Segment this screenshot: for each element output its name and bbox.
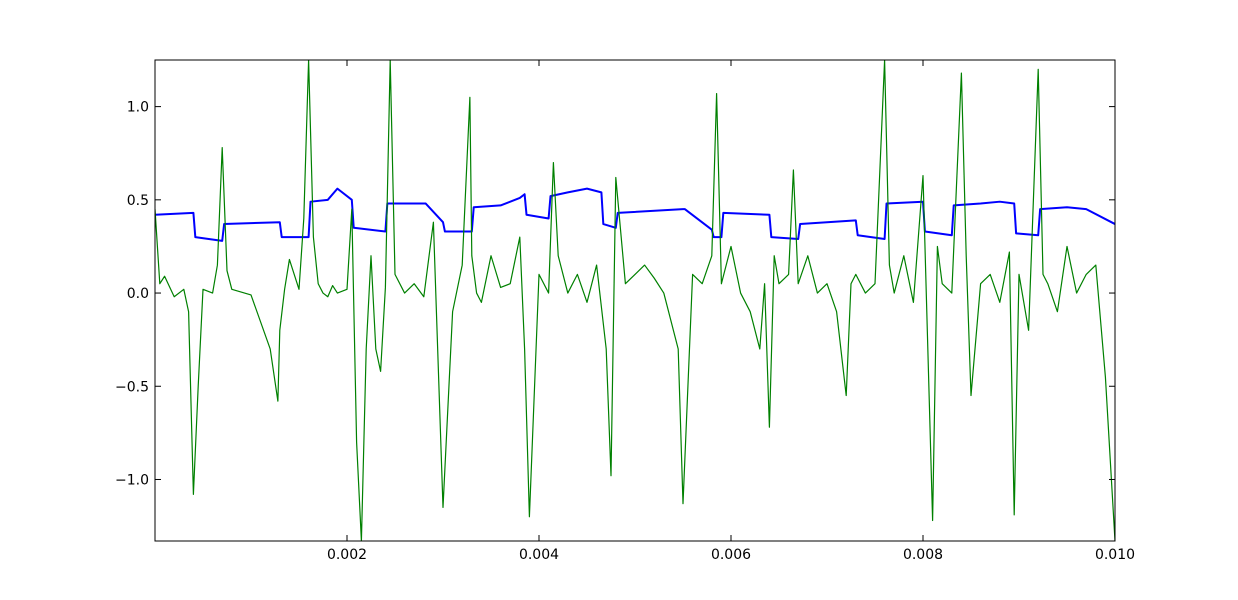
y-tick-label: −1.0 [115,472,149,488]
series-line-1 [155,187,1115,242]
y-tick-label: −0.5 [115,379,149,395]
x-tick-label: 0.010 [1095,547,1135,563]
y-tick-label: 1.0 [127,100,149,116]
y-axis-ticks: 1.0 0.5 0.0 −0.5 −1.0 [115,100,1115,488]
y-tick-label: 0.0 [127,286,149,302]
x-tick-label: 0.006 [711,547,751,563]
x-tick-label: 0.008 [903,547,943,563]
y-tick-label: 0.5 [127,193,149,209]
x-axis-ticks: 0.002 0.004 0.006 0.008 0.010 [327,60,1135,563]
series-layer [155,60,1115,541]
plot-frame [154,59,1116,542]
x-tick-label: 0.002 [327,547,367,563]
x-tick-label: 0.004 [519,547,559,563]
series-line-2 [155,60,1115,541]
